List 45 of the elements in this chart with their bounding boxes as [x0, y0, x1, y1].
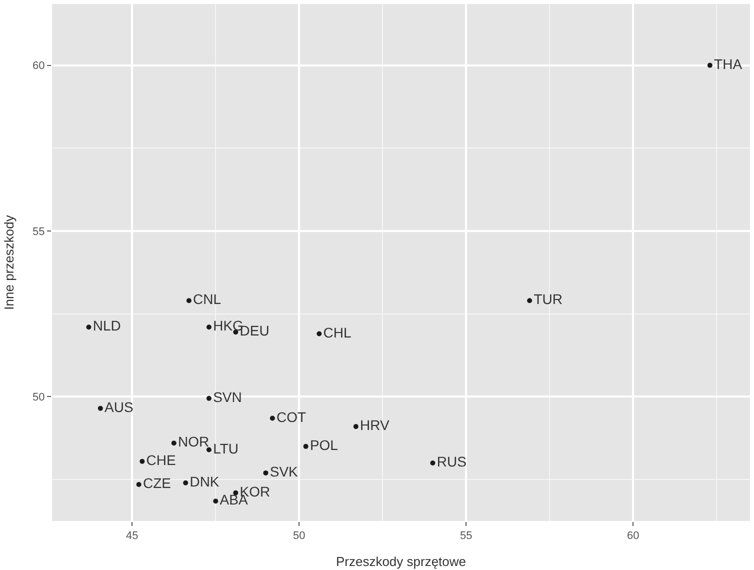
- point: [263, 470, 268, 476]
- y-tick-label: 50: [32, 392, 45, 404]
- point: [140, 458, 145, 464]
- point: [213, 498, 218, 504]
- y-axis-title: Inne przeszkody: [2, 214, 16, 310]
- data-label: HRV: [360, 417, 390, 434]
- data-label: LTU: [213, 440, 239, 456]
- data-label: SVK: [270, 463, 299, 480]
- point: [316, 331, 322, 336]
- data-label: POL: [310, 436, 338, 453]
- data-label: COT: [276, 408, 307, 425]
- data-label: CZE: [142, 475, 171, 492]
- data-label: THA: [714, 56, 743, 72]
- point: [353, 424, 358, 430]
- point: [206, 447, 212, 452]
- data-label: DNK: [190, 473, 220, 490]
- data-label: CNL: [193, 291, 222, 308]
- point: [86, 324, 92, 330]
- data-label: NOR: [178, 434, 210, 450]
- x-tick-label: 50: [293, 530, 306, 542]
- y-tick-label: 55: [32, 226, 45, 238]
- point: [270, 416, 275, 421]
- point: [303, 444, 308, 449]
- point: [183, 480, 188, 486]
- point: [136, 482, 142, 488]
- point: [707, 62, 712, 68]
- point: [98, 406, 103, 411]
- y-tick-label: 60: [32, 60, 45, 72]
- data-label: CHL: [323, 324, 352, 340]
- x-tick-label: 55: [460, 530, 472, 542]
- data-label: TUR: [534, 291, 562, 308]
- data-label: NLD: [92, 318, 121, 334]
- data-label: AUS: [104, 398, 134, 415]
- x-tick-label: 45: [126, 530, 138, 542]
- data-label: SVN: [213, 388, 242, 405]
- point: [527, 298, 532, 304]
- data-label: RUS: [436, 454, 466, 470]
- point: [186, 298, 192, 304]
- point: [430, 460, 436, 466]
- point: [206, 396, 212, 401]
- data-label: CHE: [146, 452, 176, 468]
- point: [171, 440, 176, 446]
- x-tick-label: 60: [626, 530, 640, 542]
- point: [206, 324, 212, 330]
- x-axis-title: Przeszkody sprzętowe: [336, 554, 466, 569]
